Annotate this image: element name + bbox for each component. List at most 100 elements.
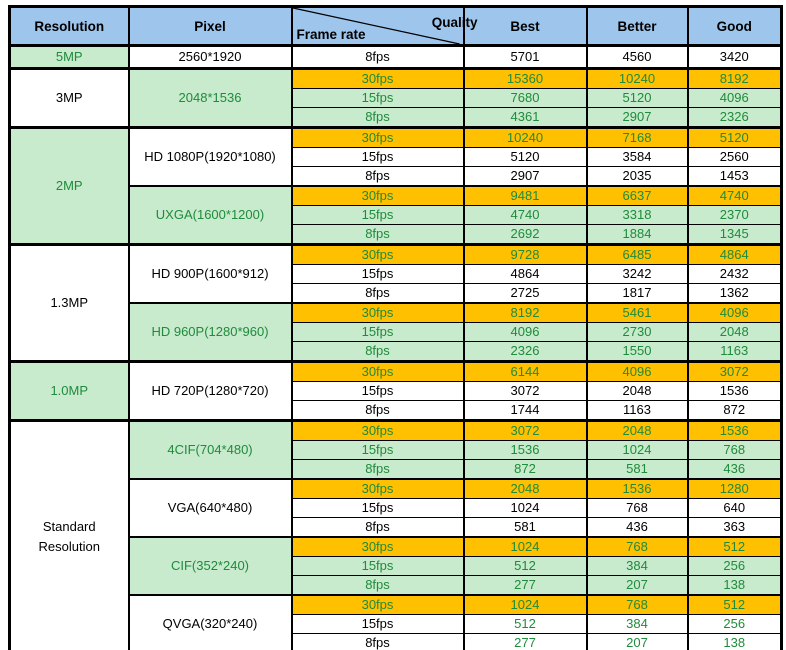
fps-cell: 8fps — [290, 575, 465, 596]
resolution-cell: 1.3MP — [8, 243, 130, 363]
bitrate-cell: 1280 — [686, 478, 783, 500]
pixel-cell: HD 960P(1280*960) — [127, 302, 293, 363]
bitrate-cell: 1163 — [585, 400, 689, 422]
bitrate-cell: 3072 — [462, 419, 588, 442]
table-row: 15fps 4864 3242 2432 — [10, 264, 783, 285]
bitrate-cell: 277 — [462, 633, 588, 650]
fps-cell: 8fps — [290, 224, 465, 246]
bitrate-cell: 2326 — [462, 341, 588, 363]
bitrate-cell: 5120 — [686, 126, 783, 149]
table-row: 15fps 1024 768 640 — [10, 498, 783, 519]
bitrate-cell: 1744 — [462, 400, 588, 422]
table-row: 15fps 512 384 256 — [10, 614, 783, 635]
bitrate-cell: 1536 — [585, 478, 689, 500]
table-row: 8fps 1744 1163 872 — [10, 400, 783, 422]
pixel-cell: 2560*1920 — [127, 43, 293, 70]
fps-cell: 15fps — [290, 147, 465, 168]
bitrate-cell: 4096 — [462, 322, 588, 343]
bitrate-cell: 363 — [686, 517, 783, 538]
bitrate-cell: 512 — [686, 536, 783, 558]
table-row: 8fps 872 581 436 — [10, 459, 783, 480]
bitrate-cell: 3242 — [585, 264, 689, 285]
resolution-cell: 2MP — [8, 126, 130, 246]
bitrate-cell: 1024 — [462, 594, 588, 616]
bitrate-cell: 1536 — [462, 440, 588, 461]
bitrate-cell: 512 — [462, 556, 588, 577]
fps-cell: 30fps — [290, 302, 465, 324]
table-row: 3MP 2048*1536 30fps 15360 10240 8192 — [8, 67, 783, 129]
bitrate-cell: 2326 — [686, 107, 783, 129]
resolution-cell: 3MP — [8, 67, 130, 129]
table-row: HD 960P(1280*960) 30fps 8192 5461 4096 — [10, 302, 783, 363]
fps-cell: 15fps — [290, 440, 465, 461]
table-row: 15fps 1536 1024 768 — [10, 440, 783, 461]
bitrate-cell: 4740 — [462, 205, 588, 226]
resolution-cell: 5MP — [8, 43, 130, 70]
fps-cell: 30fps — [290, 126, 465, 149]
table-row: 15fps 3072 2048 1536 — [10, 381, 783, 402]
bitrate-cell: 2560 — [686, 147, 783, 168]
col-header-good: Good — [686, 6, 783, 47]
bitrate-cell: 768 — [585, 536, 689, 558]
fps-cell: 15fps — [290, 322, 465, 343]
fps-cell: 30fps — [290, 478, 465, 500]
bitrate-cell: 1024 — [585, 440, 689, 461]
bitrate-table: Resolution Pixel Quality Frame rate Best… — [8, 5, 783, 650]
table-row: VGA(640*480) 30fps 2048 1536 1280 — [10, 478, 783, 538]
bitrate-cell: 768 — [686, 440, 783, 461]
pixel-cell: HD 1080P(1920*1080) — [127, 126, 293, 187]
fps-cell: 8fps — [290, 107, 465, 129]
bitrate-cell: 3072 — [686, 360, 783, 383]
bitrate-cell: 436 — [686, 459, 783, 480]
bitrate-cell: 5701 — [462, 43, 588, 70]
bitrate-cell: 2725 — [462, 283, 588, 304]
table-row: 8fps 2725 1817 1362 — [10, 283, 783, 304]
bitrate-cell: 512 — [462, 614, 588, 635]
fps-cell: 8fps — [290, 459, 465, 480]
fps-cell: 30fps — [290, 594, 465, 616]
resolution-cell: Standard Resolution — [8, 419, 130, 650]
bitrate-cell: 3584 — [585, 147, 689, 168]
bitrate-cell: 1163 — [686, 341, 783, 363]
bitrate-cell: 5120 — [585, 88, 689, 109]
table-row: QVGA(320*240) 30fps 1024 768 512 — [10, 594, 783, 650]
frame-rate-label: Frame rate — [296, 27, 366, 42]
pixel-cell: UXGA(1600*1200) — [127, 185, 293, 246]
bitrate-cell: 6144 — [462, 360, 588, 383]
table-row: 8fps 2326 1550 1163 — [10, 341, 783, 363]
col-header-pixel: Pixel — [127, 6, 293, 47]
table-row: 15fps 5120 3584 2560 — [10, 147, 783, 168]
bitrate-cell: 9728 — [462, 243, 588, 266]
bitrate-cell: 6485 — [585, 243, 689, 266]
table-row: CIF(352*240) 30fps 1024 768 512 — [10, 536, 783, 596]
resolution-cell: 1.0MP — [8, 360, 130, 422]
bitrate-cell: 4361 — [462, 107, 588, 129]
bitrate-cell: 2048 — [585, 419, 689, 442]
table-row: 2MP HD 1080P(1920*1080) 30fps 10240 7168 5120 — [8, 126, 783, 246]
table-row: UXGA(1600*1200) 30fps 9481 6637 4740 — [10, 185, 783, 246]
quality-label: Quality — [431, 15, 478, 30]
bitrate-cell: 2907 — [462, 166, 588, 187]
fps-cell: 15fps — [290, 205, 465, 226]
bitrate-cell: 2432 — [686, 264, 783, 285]
fps-cell: 15fps — [290, 264, 465, 285]
pixel-cell: HD 900P(1600*912) — [127, 243, 293, 304]
pixel-cell: CIF(352*240) — [127, 536, 293, 596]
bitrate-cell: 384 — [585, 556, 689, 577]
fps-cell: 8fps — [290, 166, 465, 187]
bitrate-cell: 138 — [686, 575, 783, 596]
fps-cell: 8fps — [290, 283, 465, 304]
bitrate-cell: 581 — [462, 517, 588, 538]
table-row: 15fps 512 384 256 — [10, 556, 783, 577]
bitrate-cell: 1536 — [686, 419, 783, 442]
bitrate-cell: 768 — [585, 594, 689, 616]
bitrate-cell: 8192 — [686, 67, 783, 90]
bitrate-cell: 5461 — [585, 302, 689, 324]
bitrate-cell: 3072 — [462, 381, 588, 402]
bitrate-cell: 768 — [585, 498, 689, 519]
bitrate-cell: 872 — [686, 400, 783, 422]
fps-cell: 8fps — [290, 633, 465, 650]
bitrate-cell: 2692 — [462, 224, 588, 246]
table-row: 8fps 581 436 363 — [10, 517, 783, 538]
